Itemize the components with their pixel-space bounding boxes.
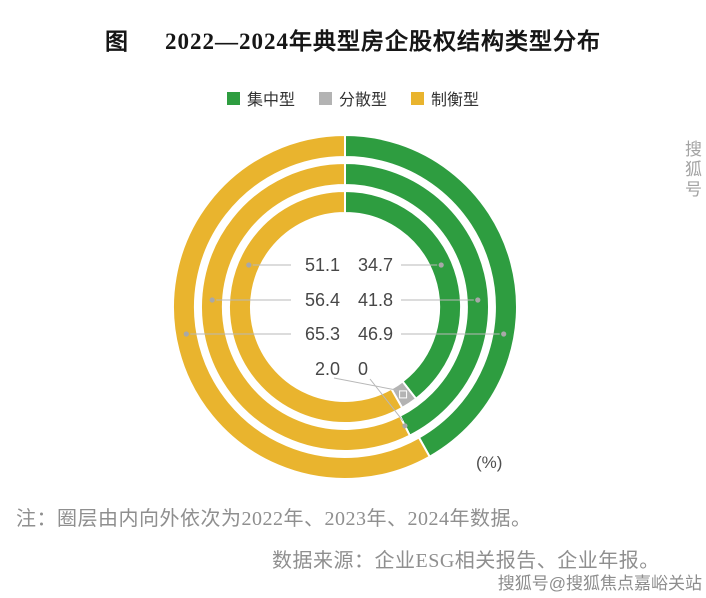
- legend-item-dispersed: 分散型: [318, 86, 387, 110]
- leader-dot-left: [183, 331, 189, 337]
- legend-label-balanced: 制衡型: [431, 92, 480, 109]
- ring-2023-segment-制衡型: [200, 162, 411, 452]
- legend-swatch-balanced: [411, 91, 424, 105]
- leader-dot-right: [501, 331, 507, 337]
- leader-line-dispersed-2022: [333, 377, 399, 391]
- legend-label-dispersed: 分散型: [338, 92, 387, 109]
- ring-2022-segment-制衡型: [228, 190, 404, 424]
- note-text: 注：圈层由内向外依次为2022年、2023年、2024年数据。: [16, 508, 532, 530]
- legend-item-balanced: 制衡型: [411, 86, 479, 110]
- leader-dot-left: [246, 262, 252, 268]
- chart-legend: 集中型 分散型 制衡型: [0, 86, 706, 110]
- leader-line-dispersed-2023: [369, 378, 404, 422]
- dispersed-marker-2023: [402, 423, 408, 429]
- leader-dot-right: [438, 262, 444, 268]
- watermark-bottom: 搜狐号@搜狐焦点嘉峪关站: [497, 574, 702, 593]
- legend-item-concentrated: 集中型: [226, 86, 295, 110]
- figure-title-text: 2022—2024年典型房企股权结构类型分布: [165, 29, 601, 54]
- figure-label: 图: [105, 29, 129, 54]
- ring-2024-segment-制衡型: [172, 134, 431, 480]
- leader-dot-left: [209, 297, 215, 303]
- legend-swatch-concentrated: [226, 91, 240, 105]
- watermark-side: 搜狐号: [682, 140, 701, 200]
- leader-dot-right: [475, 297, 481, 303]
- legend-label-concentrated: 集中型: [246, 92, 295, 109]
- figure-title: 图 2022—2024年典型房企股权结构类型分布: [0, 22, 706, 56]
- unit-label: (%): [476, 453, 503, 472]
- source-text: 数据来源：企业ESG相关报告、企业年报。: [272, 550, 660, 572]
- dispersed-marker-2022: [399, 390, 408, 399]
- legend-swatch-dispersed: [318, 91, 332, 105]
